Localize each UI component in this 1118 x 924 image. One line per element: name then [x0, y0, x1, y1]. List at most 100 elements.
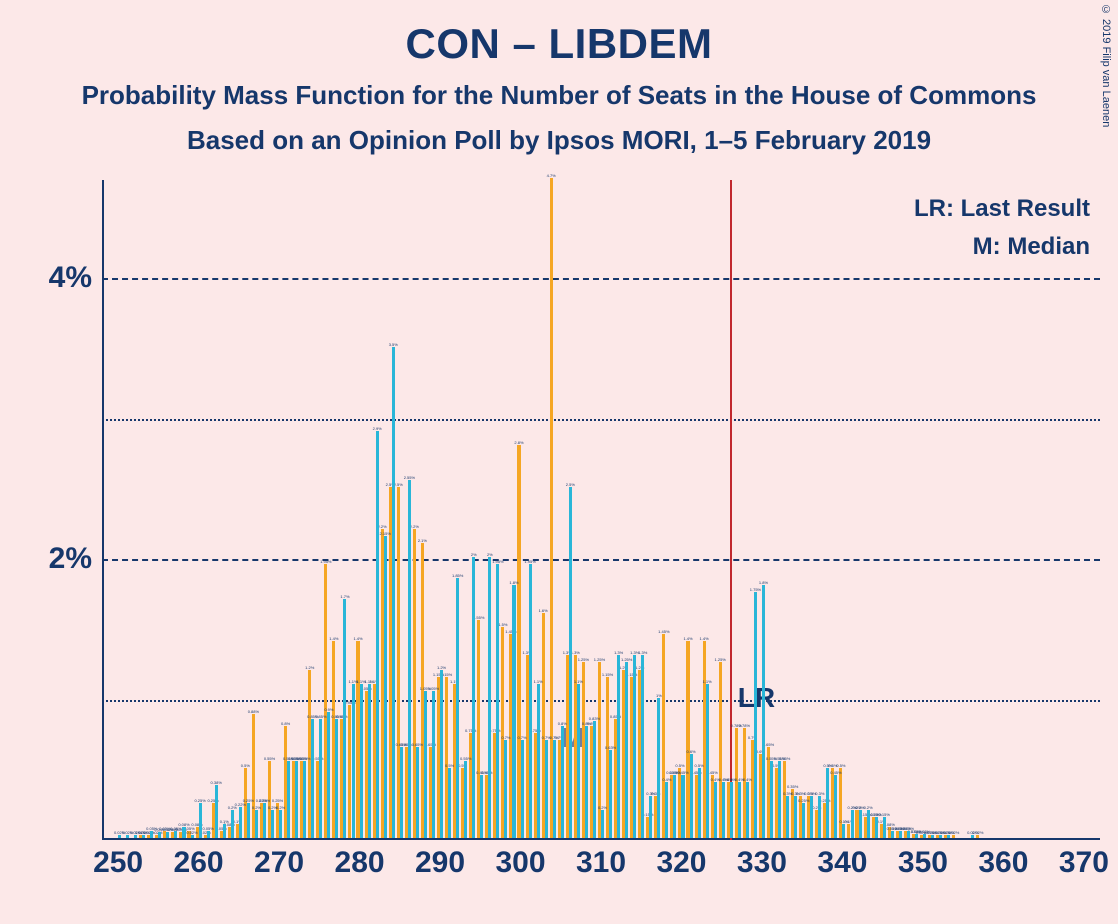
bar-series-b [158, 832, 161, 838]
bar-value-label: 0.7% [517, 735, 526, 740]
bar-series-b [327, 712, 330, 838]
bar-series-b [770, 761, 773, 838]
bar-series-b [915, 834, 918, 838]
bar-value-label: 0.83% [589, 716, 600, 721]
bar-series-b [802, 803, 805, 838]
bar-value-label: 2.15% [380, 531, 391, 536]
bar-series-b [746, 782, 749, 838]
bar-value-label: 1.3% [571, 650, 580, 655]
bar-value-label: 1.5% [498, 622, 507, 627]
bar-value-label: 0.38% [211, 780, 222, 785]
bar-series-b [971, 835, 974, 838]
x-tick-label: 260 [174, 840, 224, 880]
bar-series-b [851, 810, 854, 838]
bar-series-b [553, 740, 556, 838]
m-marker-label: M [561, 722, 584, 754]
bar-series-b [923, 834, 926, 838]
plot-inner: 2%4%250260270280290300310320330340350360… [102, 180, 1100, 840]
bar-value-label: 0.88% [248, 709, 259, 714]
bar-value-label: 0.7% [501, 735, 510, 740]
bar-value-label: 0.02% [967, 830, 978, 835]
bar-series-b [633, 655, 636, 838]
x-tick-label: 290 [415, 840, 465, 880]
legend-lr: LR: Last Result [914, 190, 1090, 228]
bar-series-b [174, 831, 177, 838]
bar-value-label: 1.25% [715, 657, 726, 662]
bar-value-label: 1.8% [759, 580, 768, 585]
bar-value-label: 0.5% [241, 763, 250, 768]
grid-minor [102, 700, 1100, 702]
bar-series-b [545, 740, 548, 838]
bar-series-b [207, 831, 210, 838]
bar-value-label: 1.3% [614, 650, 623, 655]
bar-value-label: 0.5% [823, 763, 832, 768]
bar-value-label: 1.4% [329, 636, 338, 641]
bar-series-b [352, 684, 355, 838]
bar-value-label: 0.25% [272, 798, 283, 803]
bar-series-b [199, 803, 202, 838]
bar-series-b [641, 655, 644, 838]
bar-value-label: 0.8% [558, 721, 567, 726]
bar-series-b [609, 750, 612, 838]
bar-series-b [867, 810, 870, 838]
bar-series-a [952, 835, 955, 838]
bar-series-b [488, 557, 491, 838]
grid-major [102, 559, 1100, 561]
bar-series-b [899, 831, 902, 838]
bar-series-b [303, 761, 306, 838]
bar-series-b [818, 796, 821, 838]
x-tick-label: 340 [817, 840, 867, 880]
bar-value-label: 0.5% [675, 763, 684, 768]
bar-value-label: 1.6% [539, 608, 548, 613]
bar-series-b [859, 810, 862, 838]
bar-value-label: 1.4% [353, 636, 362, 641]
bar-value-label: 0.1% [220, 819, 229, 824]
bar-series-a [976, 835, 979, 838]
bar-series-b [126, 835, 129, 838]
bar-value-label: 1.2% [437, 665, 446, 670]
x-tick-label: 350 [898, 840, 948, 880]
bar-series-b [842, 824, 845, 838]
bar-value-label: 0.55% [299, 756, 310, 761]
bar-series-b [810, 796, 813, 838]
bar-value-label: 0.3% [815, 791, 824, 796]
bar-series-b [875, 817, 878, 838]
bar-series-b [722, 782, 725, 838]
bar-value-label: 0.55% [264, 756, 275, 761]
bar-value-label: 1.25% [621, 657, 632, 662]
bar-value-label: 1.25% [578, 657, 589, 662]
bar-series-b [786, 796, 789, 838]
bar-value-label: 1.4% [700, 636, 709, 641]
bar-value-label: 0.4% [662, 777, 671, 782]
chart-subtitle: Probability Mass Function for the Number… [0, 80, 1118, 111]
bar-series-b [239, 807, 242, 838]
bar-series-b [504, 740, 507, 838]
bar-value-label: 0.25% [798, 798, 809, 803]
bar-value-label: 0.05% [202, 826, 213, 831]
bar-value-label: 2.9% [373, 426, 382, 431]
bar-series-b [319, 719, 322, 838]
bar-series-b [408, 480, 411, 838]
bar-value-label: 1.8% [509, 580, 518, 585]
bar-series-b [561, 726, 564, 838]
bar-series-b [416, 747, 419, 838]
bar-series-b [134, 835, 137, 838]
bar-value-label: 0.85% [315, 714, 326, 719]
bar-value-label: 2.55% [404, 475, 415, 480]
bar-value-label: 1.1% [703, 679, 712, 684]
bar-series-b [472, 557, 475, 838]
bar-value-label: 0.45% [476, 770, 487, 775]
bar-series-b [142, 835, 145, 838]
bar-value-label: 1.3% [638, 650, 647, 655]
x-tick-label: 330 [737, 840, 787, 880]
grid-minor [102, 419, 1100, 421]
bar-value-label: 2.8% [514, 440, 523, 445]
x-tick-label: 320 [656, 840, 706, 880]
bar-value-label: 1.05% [428, 686, 439, 691]
bar-series-b [295, 761, 298, 838]
bar-series-b [263, 803, 266, 838]
bar-value-label: 0.02% [186, 830, 197, 835]
bar-series-b [690, 754, 693, 838]
bar-series-b [730, 782, 733, 838]
bar-value-label: 1.95% [492, 559, 503, 564]
